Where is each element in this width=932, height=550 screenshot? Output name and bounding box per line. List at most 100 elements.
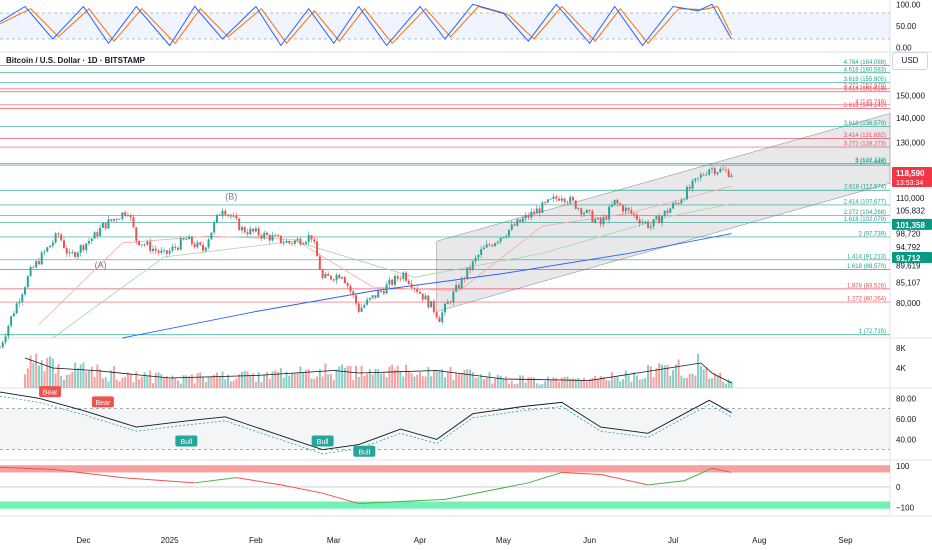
volume-bar [115,379,118,388]
candle-body [619,203,622,206]
candle-body [360,307,363,312]
volume-bar [463,369,466,388]
candle-body [62,240,65,249]
chart-title: Bitcoin / U.S. Dollar · 1D · BITSTAMP [6,56,145,65]
candle-body [452,291,455,303]
volume-bar [229,381,232,388]
volume-bar [571,378,574,388]
candle-body [146,241,149,245]
volume-bar [407,371,410,388]
price-level-label: 98,720 [896,230,921,239]
volume-bar [35,353,38,388]
candle-body [288,240,291,244]
volume-bar [538,384,541,388]
candle-body [660,216,663,224]
candle-body [430,301,433,308]
volume-bar [85,371,88,388]
volume-bar [193,383,196,388]
fib-label: 2 (97,739) [859,231,886,237]
candle-body [624,207,627,212]
candle-body [407,280,410,284]
candle-body [630,209,633,214]
divergence-badge [91,396,114,408]
candle-body [477,254,480,258]
candle-body [115,219,118,220]
fib-label: 3.618 (136,579) [844,121,886,127]
volume-bar [705,367,708,388]
time-tick-label: May [496,536,511,545]
candle-body [638,219,641,224]
volume-bar [388,366,391,388]
volume-bar [271,371,274,388]
volume-bar [24,374,27,388]
volume-bar [293,373,296,388]
candle-body [435,312,438,318]
oscillator-tick-label: −100 [896,504,915,513]
fib-label: 2.618 (112,574) [844,185,886,191]
volume-bar [633,372,636,388]
candle-body [277,235,280,236]
volume-bar [113,366,116,388]
candle-body [341,277,344,279]
volume-bar [163,378,166,388]
candle-body [463,277,466,279]
candle-body [113,219,116,221]
volume-bar [485,377,488,388]
candle-body [168,250,171,254]
candle-body [229,214,232,217]
volume-bar [54,373,57,388]
candle-body [346,283,349,286]
volume-bar [266,371,268,388]
volume-bar [513,384,516,388]
price-level-label: 85,107 [896,279,921,288]
volume-bar [535,383,538,388]
oscillator-segment [0,466,53,470]
candle-body [32,266,35,268]
volume-bar [702,369,705,388]
candle-body [188,236,191,240]
candle-body [469,267,472,270]
candle-body [329,275,332,280]
oscillator-segment [683,467,713,482]
oscillator-tick-label: 0 [896,483,901,492]
candle-body [271,235,274,241]
volume-bar [37,365,40,388]
candle-body [68,252,71,254]
candle-body [35,261,38,268]
candle-body [307,235,310,242]
candle-body [57,233,60,235]
volume-bar [177,380,179,388]
oscillator-segment [711,467,732,473]
candle-body [313,239,316,242]
candle-body [335,274,338,281]
volume-bar [713,373,716,388]
candle-body [724,169,727,171]
volume-bar [616,376,619,388]
volume-bar [274,370,277,388]
candle-body [10,316,13,326]
candle-body [243,227,246,233]
volume-bar [577,378,580,388]
volume-bar [722,381,725,388]
volume-bar [613,377,616,388]
candle-body [427,295,430,308]
volume-bar [149,370,152,388]
stoch-tick-label: 50.00 [896,22,917,31]
price-tick-label: 150,000 [896,91,925,100]
volume-bar [507,383,510,388]
candle-body [488,244,491,246]
candle-body [349,285,352,292]
currency-button[interactable]: USD [892,52,928,70]
candle-body [79,245,82,253]
candle-body [213,222,216,233]
oscillator-segment [561,471,601,476]
candle-body [74,252,77,257]
stoch-tick-label: 0.00 [896,44,912,53]
wave-label: (B) [225,191,237,201]
volume-bar [524,382,527,388]
candle-body [391,279,394,285]
volume-bar [343,367,346,388]
candle-body [126,215,129,216]
volume-bar [697,354,700,388]
volume-bar [299,366,302,388]
